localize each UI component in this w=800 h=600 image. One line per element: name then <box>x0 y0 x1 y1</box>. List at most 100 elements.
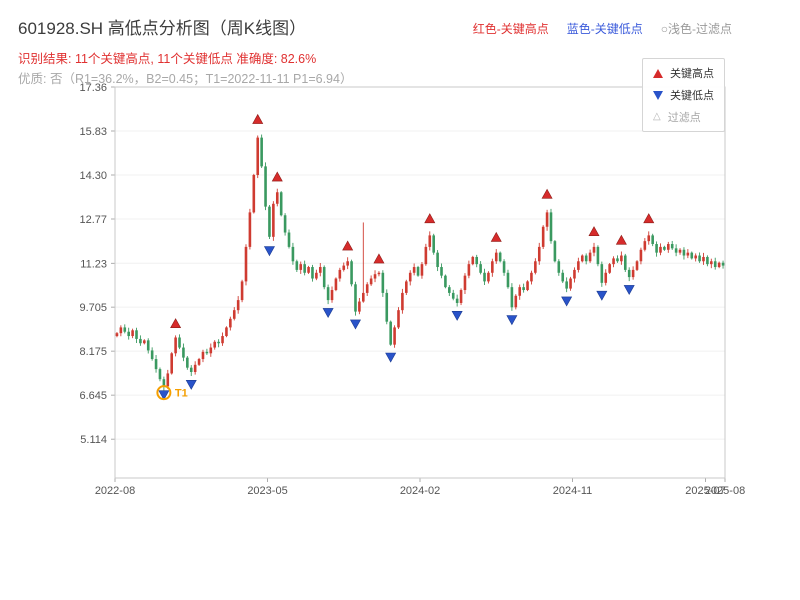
candle-body <box>717 262 721 268</box>
candle-body <box>389 321 392 345</box>
candle-body <box>483 272 486 282</box>
candle-body <box>698 255 701 262</box>
candle-body <box>494 252 498 262</box>
candle-body <box>647 235 651 242</box>
candle-body <box>358 301 361 312</box>
header-legend-key-high: 红色-关键高点 <box>472 22 549 36</box>
candle-body <box>448 287 451 293</box>
candle-body <box>608 264 611 273</box>
y-tick-label: 11.23 <box>80 258 107 270</box>
candle-body <box>150 350 154 360</box>
key-high-marker <box>170 318 182 329</box>
candle-body <box>393 327 396 345</box>
candle-body <box>620 255 623 262</box>
candle-body <box>260 137 263 167</box>
candle-body <box>408 272 412 282</box>
candle-body <box>432 235 435 253</box>
key-high-marker <box>373 253 385 264</box>
candle-body <box>682 249 686 256</box>
candle-body <box>592 246 596 253</box>
key-low-marker <box>385 352 397 363</box>
candle-body <box>713 261 717 268</box>
key-low-marker <box>451 310 463 321</box>
candle-body <box>471 256 475 265</box>
candle-body <box>706 256 709 265</box>
candle-body <box>201 351 205 360</box>
candle-body <box>635 261 639 270</box>
candle-body <box>612 258 615 265</box>
candle-body <box>440 267 443 276</box>
candle-body <box>240 281 244 301</box>
candle-body <box>702 256 705 262</box>
recognition-result-line: 识别结果: 11个关键高点, 11个关键低点 准确度: 82.6% <box>18 52 317 66</box>
candle-body <box>350 261 353 285</box>
candle-body <box>596 246 600 265</box>
y-tick-label: 15.83 <box>79 126 107 138</box>
candle-body <box>252 175 256 213</box>
candle-body <box>455 298 459 303</box>
candle-body <box>139 338 142 344</box>
candle-body <box>311 267 314 279</box>
candle-body <box>362 292 365 302</box>
candle-body <box>663 246 666 250</box>
candle-body <box>537 246 541 262</box>
y-tick-label: 14.30 <box>79 170 107 182</box>
candle-body <box>444 275 447 288</box>
candle-body <box>678 249 682 253</box>
legend-item-key-low: 关键低点 <box>653 87 714 103</box>
key-high-marker <box>615 234 627 245</box>
candle-body <box>385 292 389 322</box>
candle-body <box>377 272 381 275</box>
candle-body <box>655 244 658 253</box>
candle-body <box>189 367 193 372</box>
x-tick-label: 2023-05 <box>247 485 287 497</box>
candle-body <box>565 281 568 289</box>
x-tick-label: 2022-08 <box>95 485 135 497</box>
key-high-marker <box>424 213 436 224</box>
candle-body <box>667 244 670 250</box>
quality-line: 优质: 否（R1=36.2%，B2=0.45；T1=2022-11-11 P1=… <box>18 72 353 86</box>
y-tick-label: 5.114 <box>80 434 107 446</box>
candle-body <box>397 310 400 328</box>
candle-body <box>467 264 471 276</box>
candle-body <box>674 248 678 253</box>
candle-body <box>213 341 217 348</box>
header-legend-filtered: ○浅色-过滤点 <box>660 22 732 36</box>
candle-body <box>229 318 232 328</box>
candle-body <box>487 272 490 282</box>
y-tick-label: 8.175 <box>79 346 107 358</box>
candle-body <box>283 215 287 233</box>
t1-label: T1 <box>175 388 188 400</box>
candle-body <box>651 235 654 245</box>
candle-body <box>580 255 584 262</box>
plot-border <box>114 86 726 479</box>
candle-body <box>506 272 510 288</box>
x-tick-label: 2024-02 <box>400 485 440 497</box>
key-high-marker <box>643 213 655 224</box>
candle-body <box>248 212 252 247</box>
candle-body <box>299 264 303 270</box>
candle-body <box>143 340 146 344</box>
candle-body <box>338 269 342 279</box>
candle-body <box>209 347 213 354</box>
x-tick-label: 2025-08 <box>705 485 745 497</box>
candle-body <box>275 192 279 204</box>
candle-body <box>639 249 643 262</box>
candle-body <box>135 330 138 339</box>
candle-body <box>428 235 432 247</box>
header-legend-key-low: 蓝色-关键低点 <box>566 22 643 36</box>
candle-body <box>256 137 260 176</box>
key-high-marker <box>490 231 502 242</box>
candle-body <box>354 284 357 312</box>
key-low-marker <box>322 308 334 319</box>
key-low-marker <box>263 246 275 257</box>
candle-body <box>616 258 619 262</box>
candle-body <box>182 347 185 358</box>
candle-body <box>162 379 166 387</box>
key-high-marker <box>342 240 354 251</box>
candle-body <box>186 357 189 368</box>
candle-body <box>170 353 173 374</box>
candle-body <box>225 327 228 337</box>
candle-body <box>686 252 690 256</box>
